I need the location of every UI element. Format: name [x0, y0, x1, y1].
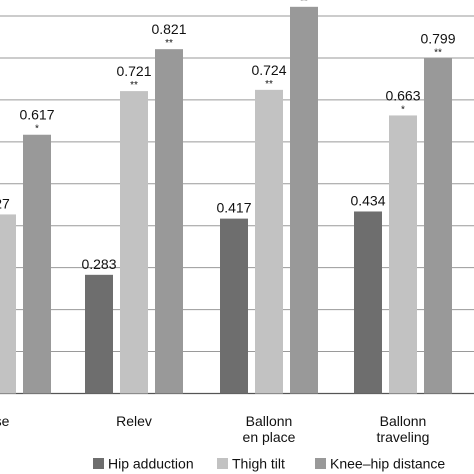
- category-label: se: [0, 413, 10, 429]
- significance-marker: **: [434, 47, 442, 58]
- bar-hip-adduction-1: [85, 274, 113, 394]
- legend-swatch: [217, 458, 228, 469]
- data-label: 0.724: [251, 62, 286, 78]
- legend-swatch: [315, 458, 326, 469]
- data-label: 0.283: [81, 256, 116, 272]
- data-label: 27: [0, 195, 10, 211]
- bar-thigh-tilt-2: [255, 89, 283, 394]
- data-label: 0.417: [216, 200, 251, 216]
- category-label: Ballonn: [380, 413, 427, 429]
- data-label: 0.721: [116, 63, 151, 79]
- data-label: 0.663: [385, 87, 420, 103]
- significance-marker: **: [165, 38, 173, 49]
- bar-knee-hip-distance-3: [424, 58, 452, 394]
- category-label: Ballonn: [246, 413, 293, 429]
- data-label: 0.799: [420, 30, 455, 46]
- legend-swatch: [93, 458, 104, 469]
- legend-label: Hip adduction: [108, 456, 194, 472]
- significance-marker: *: [401, 104, 405, 115]
- category-label: Relev: [116, 413, 152, 429]
- category-label: en place: [243, 429, 296, 445]
- legend-label: Knee–hip distance: [330, 456, 445, 472]
- data-label: 0.821: [151, 21, 186, 37]
- legend: Hip adduction Thigh tilt Knee–hip distance: [93, 456, 445, 472]
- bar-thigh-tilt-3: [389, 115, 417, 394]
- data-label: 0.434: [350, 192, 385, 208]
- bar-knee-hip-distance-0: [23, 134, 51, 394]
- data-label: 0.617: [19, 107, 54, 123]
- bar-hip-adduction-3: [354, 211, 382, 394]
- legend-label: Thigh tilt: [232, 456, 285, 472]
- value-labels: 0.2830.4170.43427**0.721**0.724*0.663*0.…: [0, 0, 456, 272]
- bar-hip-adduction-2: [220, 218, 248, 394]
- category-label: traveling: [377, 429, 430, 445]
- bars: [0, 6, 452, 394]
- bar-knee-hip-distance-2: [290, 6, 318, 394]
- bar-knee-hip-distance-1: [155, 49, 183, 394]
- significance-marker: **: [130, 80, 138, 91]
- significance-marker: *: [35, 124, 39, 135]
- significance-marker: **: [300, 0, 308, 7]
- significance-marker: **: [265, 79, 273, 90]
- bar-thigh-tilt-1: [120, 91, 148, 394]
- bar-thigh-tilt-0: [0, 214, 16, 394]
